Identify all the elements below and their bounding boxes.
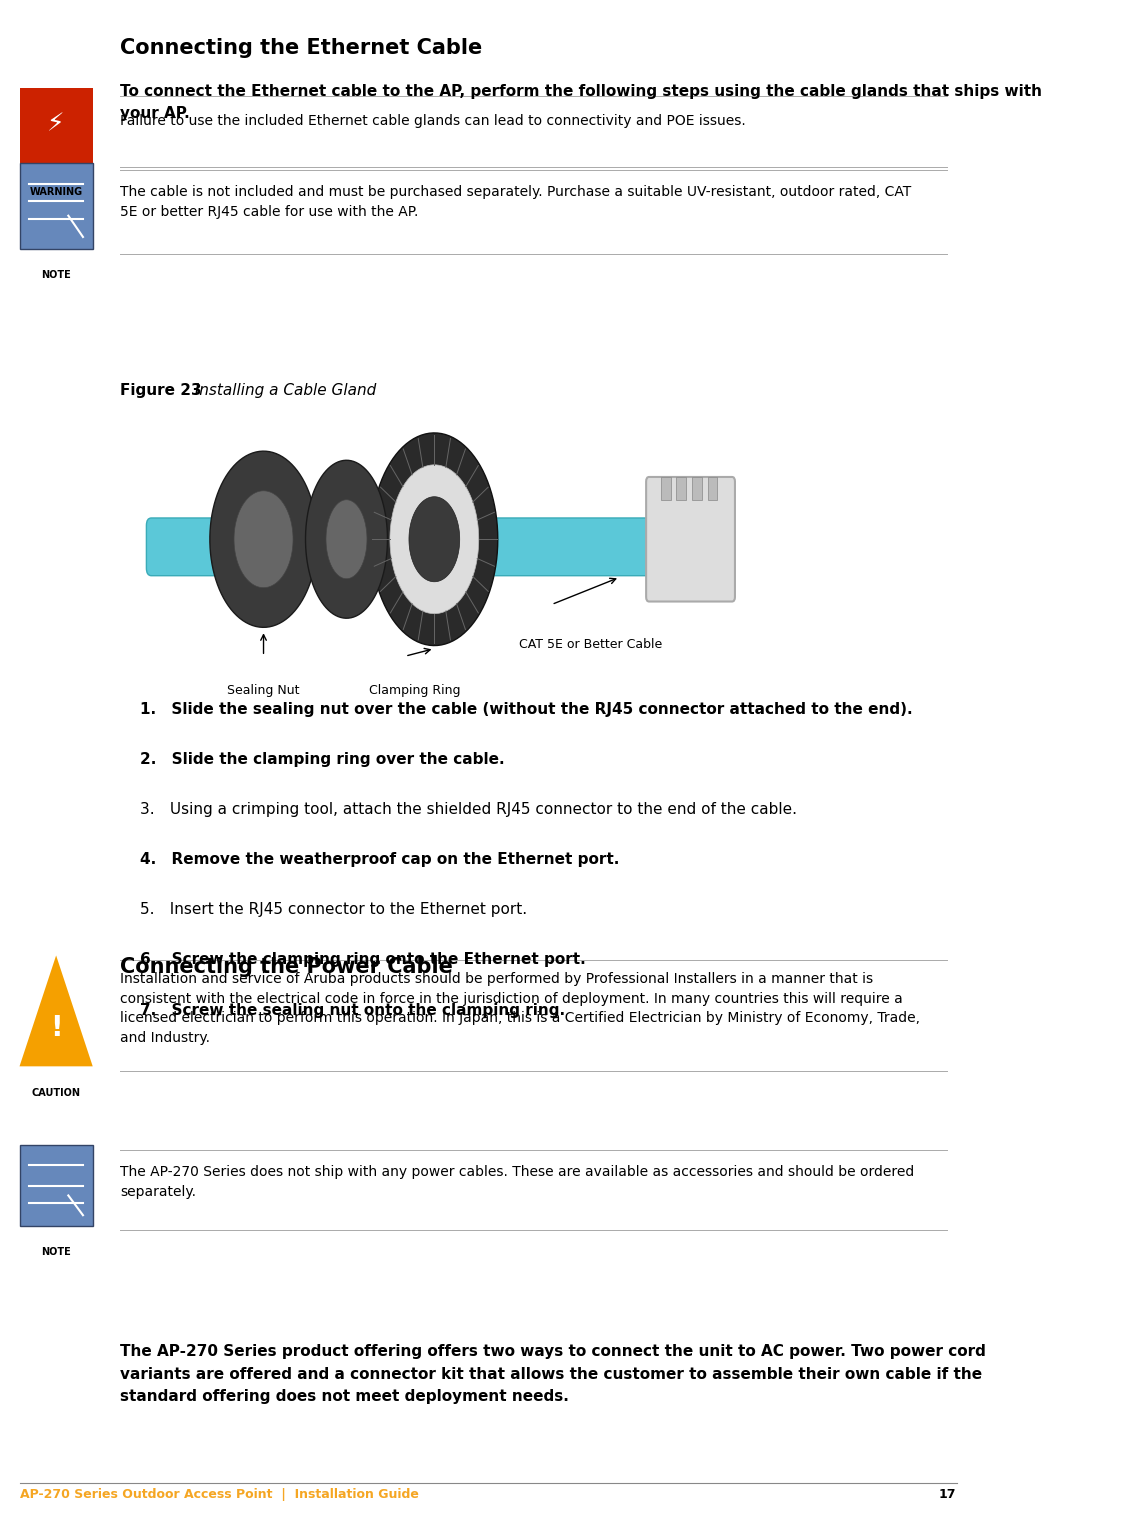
Polygon shape: [371, 433, 498, 646]
Text: 2. Slide the clamping ring over the cable.: 2. Slide the clamping ring over the cabl…: [140, 752, 504, 767]
Text: Figure 23: Figure 23: [120, 383, 201, 398]
Text: 1. Slide the sealing nut over the cable (without the RJ45 connector attached to : 1. Slide the sealing nut over the cable …: [140, 702, 912, 717]
FancyBboxPatch shape: [19, 1145, 93, 1226]
Text: WARNING: WARNING: [29, 187, 82, 197]
Polygon shape: [409, 497, 460, 582]
Text: 7. Screw the sealing nut onto the clamping ring.: 7. Screw the sealing nut onto the clampi…: [140, 1003, 565, 1018]
Polygon shape: [210, 451, 318, 627]
Text: 6. Screw the clamping ring onto the Ethernet port.: 6. Screw the clamping ring onto the Ethe…: [140, 952, 585, 968]
Text: ⚡: ⚡: [47, 112, 64, 137]
Text: The cable is not included and must be purchased separately. Purchase a suitable : The cable is not included and must be pu…: [120, 185, 911, 219]
Text: The AP-270 Series product offering offers two ways to connect the unit to AC pow: The AP-270 Series product offering offer…: [120, 1344, 986, 1404]
Text: AP-270 Series Outdoor Access Point  |  Installation Guide: AP-270 Series Outdoor Access Point | Ins…: [19, 1487, 418, 1501]
FancyBboxPatch shape: [677, 477, 686, 500]
Polygon shape: [19, 955, 93, 1066]
Text: NOTE: NOTE: [42, 270, 71, 281]
Polygon shape: [234, 491, 293, 588]
Text: 5. Insert the RJ45 connector to the Ethernet port.: 5. Insert the RJ45 connector to the Ethe…: [140, 902, 527, 917]
Text: 17: 17: [939, 1487, 956, 1501]
FancyBboxPatch shape: [19, 88, 93, 167]
FancyBboxPatch shape: [707, 477, 718, 500]
Polygon shape: [305, 460, 388, 618]
FancyBboxPatch shape: [646, 477, 734, 602]
FancyBboxPatch shape: [692, 477, 702, 500]
Text: Clamping Ring: Clamping Ring: [370, 684, 461, 697]
Text: Sealing Nut: Sealing Nut: [227, 684, 299, 697]
Text: 4. Remove the weatherproof cap on the Ethernet port.: 4. Remove the weatherproof cap on the Et…: [140, 852, 619, 867]
Text: Failure to use the included Ethernet cable glands can lead to connectivity and P: Failure to use the included Ethernet cab…: [120, 114, 746, 128]
FancyBboxPatch shape: [19, 163, 93, 249]
Text: !: !: [50, 1013, 62, 1042]
Polygon shape: [390, 465, 479, 614]
Text: CAUTION: CAUTION: [32, 1088, 80, 1098]
FancyBboxPatch shape: [147, 518, 707, 576]
Text: The AP-270 Series does not ship with any power cables. These are available as ac: The AP-270 Series does not ship with any…: [120, 1165, 914, 1198]
Text: NOTE: NOTE: [42, 1247, 71, 1258]
Text: CAT 5E or Better Cable: CAT 5E or Better Cable: [519, 638, 662, 652]
Text: Connecting the Ethernet Cable: Connecting the Ethernet Cable: [120, 38, 483, 58]
Text: Installing a Cable Gland: Installing a Cable Gland: [185, 383, 376, 398]
Polygon shape: [327, 500, 367, 579]
Text: Connecting the Power Cable: Connecting the Power Cable: [120, 957, 453, 977]
Text: To connect the Ethernet cable to the AP, perform the following steps using the c: To connect the Ethernet cable to the AP,…: [120, 84, 1042, 120]
Text: 3. Using a crimping tool, attach the shielded RJ45 connector to the end of the c: 3. Using a crimping tool, attach the shi…: [140, 802, 797, 817]
Text: Installation and service of Aruba products should be performed by Professional I: Installation and service of Aruba produc…: [120, 972, 920, 1045]
FancyBboxPatch shape: [661, 477, 670, 500]
